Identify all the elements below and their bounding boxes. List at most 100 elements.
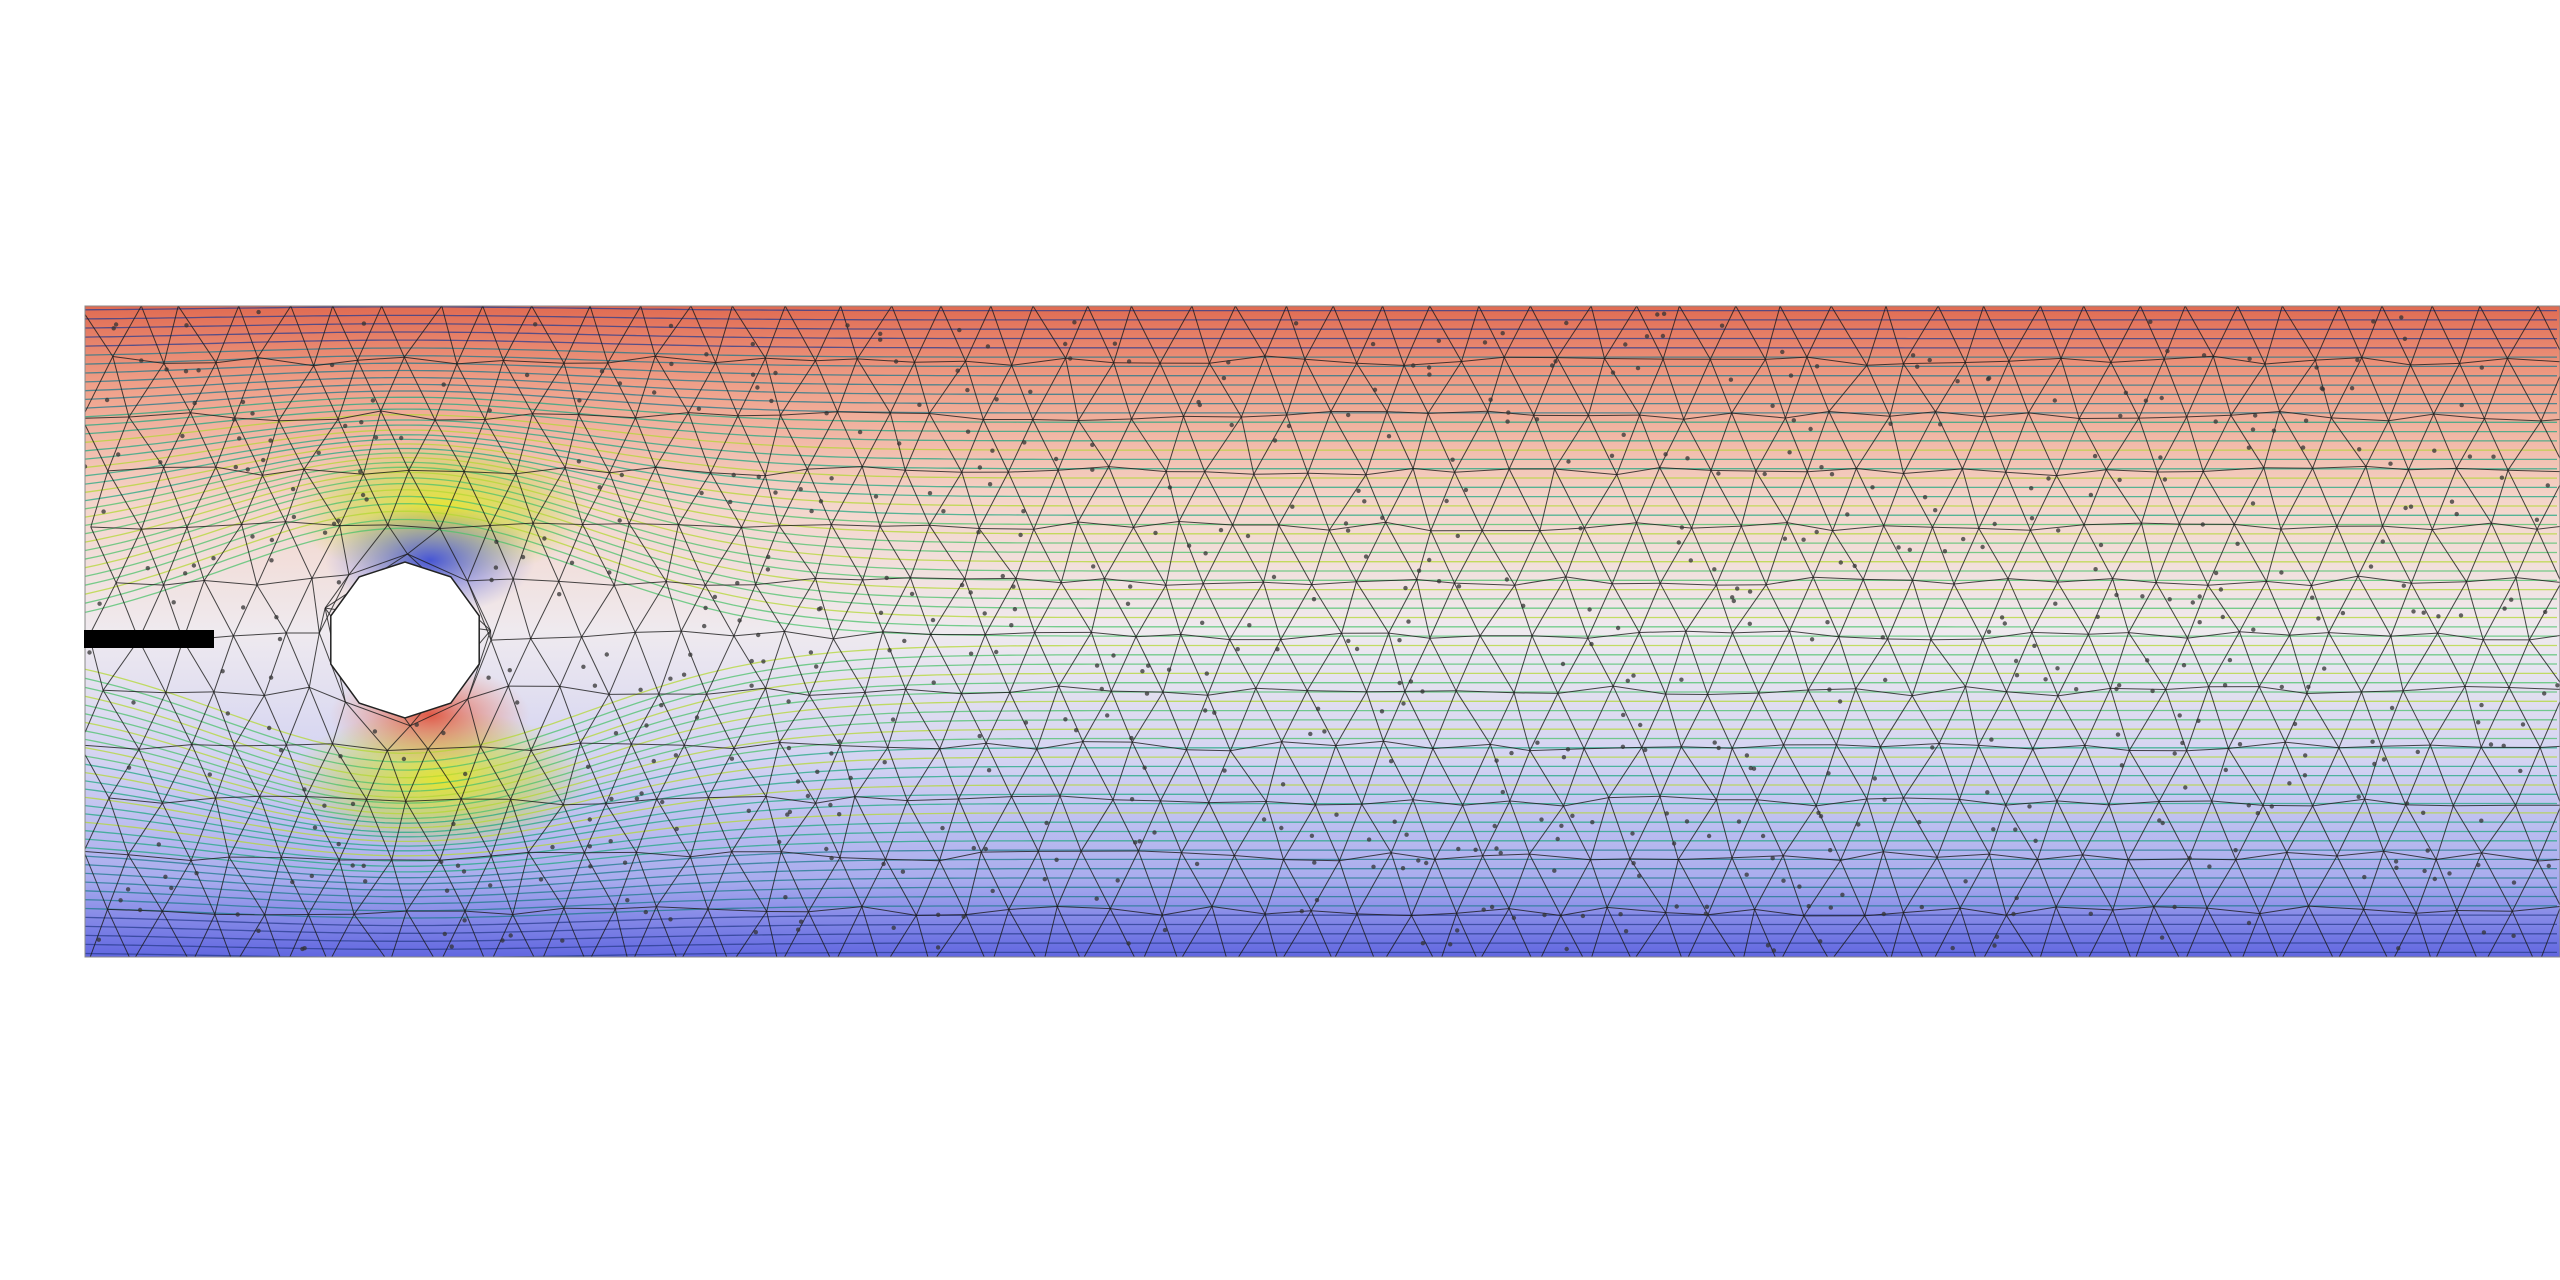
mesh-node [2292,721,2298,727]
mesh-node [735,580,740,586]
mesh-edge [1806,306,1832,358]
mesh-edge [530,581,560,639]
mesh-edge [1278,524,1313,585]
mesh-edge [2184,306,2214,357]
mesh-edge [1709,359,1733,414]
mesh-edge [1133,471,1167,528]
mesh-edge [982,419,1009,473]
mesh-edge [2357,575,2412,584]
mesh-node [2213,570,2219,576]
mesh-edge [1283,804,1316,860]
mesh-node [1716,471,1721,476]
streamline [85,456,2557,535]
mesh-edge [1910,956,1914,957]
mesh-edge [940,306,966,362]
mesh-edge [689,797,709,857]
mesh-node [613,731,619,736]
mesh-edge [1636,522,1661,584]
mesh-edge [2361,306,2383,358]
mesh-edge [1280,639,1308,691]
mesh-edge [580,742,607,804]
mesh-edge [257,357,280,421]
mesh-node [137,907,143,913]
mesh-node [2052,398,2057,403]
mesh-edge [1665,859,1679,913]
mesh-edge [161,860,192,912]
mesh-edge [783,631,810,696]
mesh-node [533,322,538,327]
mesh-edge [1677,799,1717,860]
mesh-edge [87,963,132,966]
mesh-edge [1731,855,1784,859]
mesh-edge [1765,584,1790,632]
mesh-edge [1838,636,1888,640]
mesh-edge [1590,797,1610,860]
mesh-edge [2336,798,2366,857]
mesh-edge [456,360,504,365]
mesh-edge [2208,956,2211,957]
mesh-node [96,937,102,942]
mesh-edge [1237,913,1266,957]
mesh-node [2029,486,2034,491]
mesh-edge [177,306,217,363]
mesh-edge [360,956,364,957]
mesh-node [2056,528,2061,533]
mesh-node [1022,440,1027,445]
streamline [85,438,2557,498]
mesh-edge [1616,414,1641,475]
mesh-edge [1953,578,2009,585]
mesh-node [1706,833,1712,839]
mesh-edge [1938,743,1960,800]
mesh-node [1664,811,1670,816]
mesh-edge [1082,962,1140,968]
mesh-edge [1333,961,1379,970]
mesh-edge [215,745,235,799]
mesh-node [1950,945,1955,951]
streamline-layer [85,306,2557,957]
mesh-edge [1007,471,1035,530]
mesh-edge [306,796,367,800]
mesh-node [2269,804,2274,809]
mesh-edge [1639,414,1684,420]
mesh-node [538,877,544,882]
mesh-edge [2279,411,2332,419]
mesh-edge [1254,956,1257,957]
mesh-node [704,352,709,357]
mesh-edge [1707,692,1759,695]
mesh-edge [1181,852,1213,907]
mesh-edge [2056,418,2080,476]
mesh-node [1552,868,1557,873]
mesh-edge [2082,804,2110,856]
mesh-node [2251,627,2256,632]
mesh-edge [2312,798,2365,807]
mesh-node [696,406,702,411]
cylinder-icon[interactable] [330,561,480,719]
mesh-edge [2452,805,2483,854]
mesh-edge [85,313,114,357]
mesh-edge [1629,858,1667,913]
mesh-edge [2285,741,2339,749]
mesh-edge [1306,632,1343,691]
mesh-edge [984,634,1011,693]
mesh-edge [1560,915,1584,957]
mesh-edge [1659,796,1679,860]
mesh-node [607,570,612,575]
mesh-edge [1037,795,1061,852]
mesh-node [2518,768,2523,774]
mesh-edge [854,796,886,860]
streamline [85,510,2557,619]
mesh-edge [2235,852,2287,861]
mesh-edge [1356,363,1388,412]
mesh-node [1511,915,1517,921]
mesh-edge [993,909,1010,957]
mesh-node [1436,579,1442,584]
mesh-edge [1707,908,1755,916]
mesh-edge [1361,803,1392,854]
mesh-node [441,730,446,736]
mesh-edge [1403,365,1429,414]
mesh-edge [564,414,580,468]
mesh-edge [608,956,611,957]
mesh-edge [861,859,886,907]
